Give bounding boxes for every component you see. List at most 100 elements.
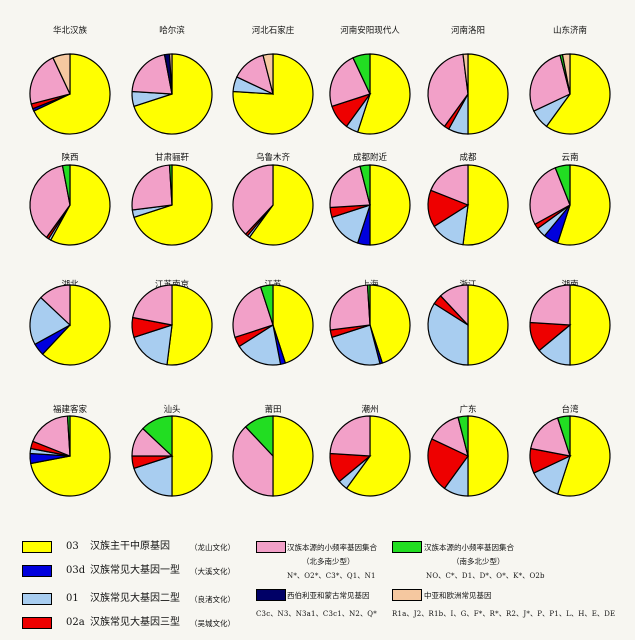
legend-swatch-navy (256, 589, 286, 601)
pie-slice-peach (168, 53, 173, 95)
pie-slice-03 (171, 415, 213, 497)
legend-label-green: 汉族本源的小频率基因集合 (424, 543, 514, 552)
pie-slice-pink (232, 164, 274, 236)
pie-slice-03 (133, 164, 213, 246)
legend-haplos-pink: N*、O2*、C3*、Q1、N1 (287, 572, 376, 580)
pie-23: 广东 (427, 404, 509, 497)
pie-slice-03 (369, 164, 411, 246)
pie-slice-pink (132, 284, 173, 326)
pie-21: 莆田 (232, 404, 314, 497)
pie-title: 成都附近 (353, 152, 388, 163)
pie-slice-03 (556, 164, 611, 246)
pie-slice-01 (238, 324, 282, 366)
legend-label-01: 汉族常见大基因二型 (90, 593, 180, 604)
pie-slice-pink (232, 425, 274, 497)
pie-slice-03 (166, 284, 213, 366)
pie-title: 甘肃骊靬 (155, 152, 190, 163)
pie-slice-peach (462, 53, 469, 95)
pie-slice-green (359, 164, 371, 206)
pie-slice-03 (345, 415, 411, 497)
legend-code-03d: 03d (66, 565, 86, 576)
legend-label-peach: 中亚和欧洲常见基因 (424, 591, 492, 600)
pie-slice-green (259, 284, 274, 326)
pie-slice-01 (29, 296, 72, 346)
pie-slice-pink (131, 54, 173, 95)
pie-14: 江苏南京 (131, 279, 213, 366)
pie-6: 山东济南 (529, 25, 611, 135)
pie-slice-pink (32, 415, 71, 457)
pie-title: 云南 (561, 152, 578, 163)
pie-slice-03 (556, 415, 611, 497)
pie-slice-peach (262, 53, 274, 95)
pie-title: 陕西 (61, 152, 78, 163)
legend-culture-03d: （大溪文化） (190, 567, 235, 576)
pie-22: 潮州 (329, 404, 411, 497)
pie-title: 河南洛阳 (451, 25, 485, 36)
pie-slice-green (457, 415, 469, 457)
legend-swatch-green (392, 541, 422, 553)
legend-culture-01: （良渚文化） (190, 595, 235, 604)
legend-haplos-peach: R1a、J2、R1b、I、G、F*、R*、R2、J*、P、P1、L、H、E、DE (392, 610, 616, 618)
legend-swatch-peach (392, 589, 422, 601)
pie-title: 乌鲁木齐 (256, 152, 291, 163)
pie-title: 成都 (459, 152, 477, 163)
legend-swatch-pink (256, 541, 286, 553)
pie-2: 哈尔滨 (131, 25, 213, 135)
pie-18: 湖南 (529, 279, 611, 366)
pie-slice-03 (33, 53, 111, 135)
pie-slice-03 (133, 53, 213, 135)
pie-title: 哈尔滨 (159, 25, 185, 36)
pie-slice-pink (29, 57, 71, 105)
pie-7: 陕西 (29, 152, 111, 246)
pie-17: 浙江 (427, 279, 509, 366)
pie-slice-pink (529, 54, 571, 112)
pie-slice-green (554, 164, 571, 206)
pie-slice-pink (529, 167, 571, 226)
pie-slice-green (61, 164, 71, 206)
pie-slice-pink (329, 284, 371, 331)
pie-5: 河南洛阳 (427, 25, 509, 135)
pie-slice-pink (131, 164, 173, 211)
pie-13: 湖北 (29, 280, 111, 366)
pie-title: 莆田 (264, 404, 281, 415)
pie-15: 江苏 (232, 279, 314, 366)
legend-label-02a: 汉族常见大基因三型 (90, 617, 180, 628)
pie-slice-green (556, 415, 571, 457)
legend-sub-pink: （北多南少型） (302, 557, 355, 566)
legend-swatch-01 (22, 593, 52, 605)
pie-slice-01 (133, 324, 173, 366)
pie-title: 潮州 (361, 404, 378, 415)
pie-slice-pink (427, 53, 469, 128)
legend-label-03d: 汉族常见大基因一型 (90, 565, 180, 576)
pie-slice-pink (439, 284, 469, 327)
legend-swatch-03d (22, 565, 52, 577)
pie-title: 福建客家 (53, 404, 88, 415)
pie-slice-03 (462, 164, 509, 246)
pie-slice-pink (529, 284, 571, 326)
pie-title: 华北汉族 (53, 25, 88, 36)
pie-slice-green (352, 53, 371, 95)
pie-slice-green (66, 415, 71, 457)
legend-code-02a: 02a (66, 617, 85, 628)
pie-19: 福建客家 (29, 404, 111, 497)
pie-4: 河南安阳现代人 (329, 25, 411, 135)
pie-title: 广东 (459, 404, 476, 415)
legend-code-03: 03 (66, 541, 79, 552)
pie-slice-03 (569, 284, 611, 366)
pie-slice-green (168, 164, 173, 206)
pie-title: 台湾 (561, 404, 579, 415)
pie-slice-03 (356, 53, 411, 135)
pie-slice-03 (49, 164, 111, 246)
pie-slice-pink (329, 415, 371, 457)
legend-code-01: 01 (66, 593, 79, 604)
legend-haplos-navy: C3c、N3、N3a1、C3c1、N2、Q* (256, 610, 377, 618)
pie-slice-pink (39, 284, 71, 327)
pie-slice-peach (561, 53, 571, 95)
pie-24: 台湾 (529, 404, 611, 497)
pie-slice-pink (329, 165, 371, 209)
pie-3: 河北石家庄 (232, 25, 314, 135)
pie-slice-green (244, 415, 274, 458)
legend: 03 汉族主干中原基因 （龙山文化） 03d 汉族常见大基因一型 （大溪文化） … (0, 530, 635, 640)
pie-slice-pink (232, 286, 274, 339)
